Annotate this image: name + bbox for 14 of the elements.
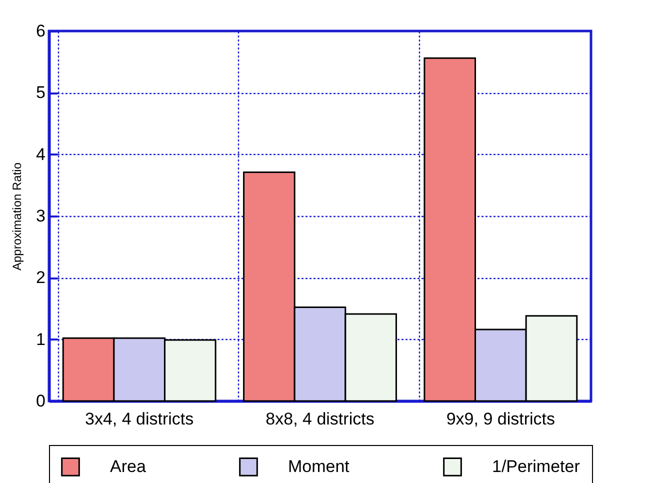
y-tick-label: 2 [36, 268, 46, 288]
x-tick-label: 8x8, 4 districts [266, 410, 374, 428]
y-tick-label: 0 [36, 392, 46, 410]
legend-label: Moment [288, 456, 350, 476]
x-tick-label: 3x4, 4 districts [85, 410, 194, 428]
y-tick-label: 1 [36, 330, 46, 349]
y-tick-label: 4 [36, 144, 46, 164]
legend-label: Area [110, 456, 146, 476]
legend-label: 1/Perimeter [492, 456, 580, 476]
x-tick-label: 9x9, 9 districts [446, 410, 555, 428]
y-tick-label: 6 [36, 22, 46, 40]
y-tick-label: 3 [36, 206, 46, 226]
y-axis-title: Approximation Ratio [10, 162, 24, 271]
y-tick-label: 5 [36, 83, 46, 102]
